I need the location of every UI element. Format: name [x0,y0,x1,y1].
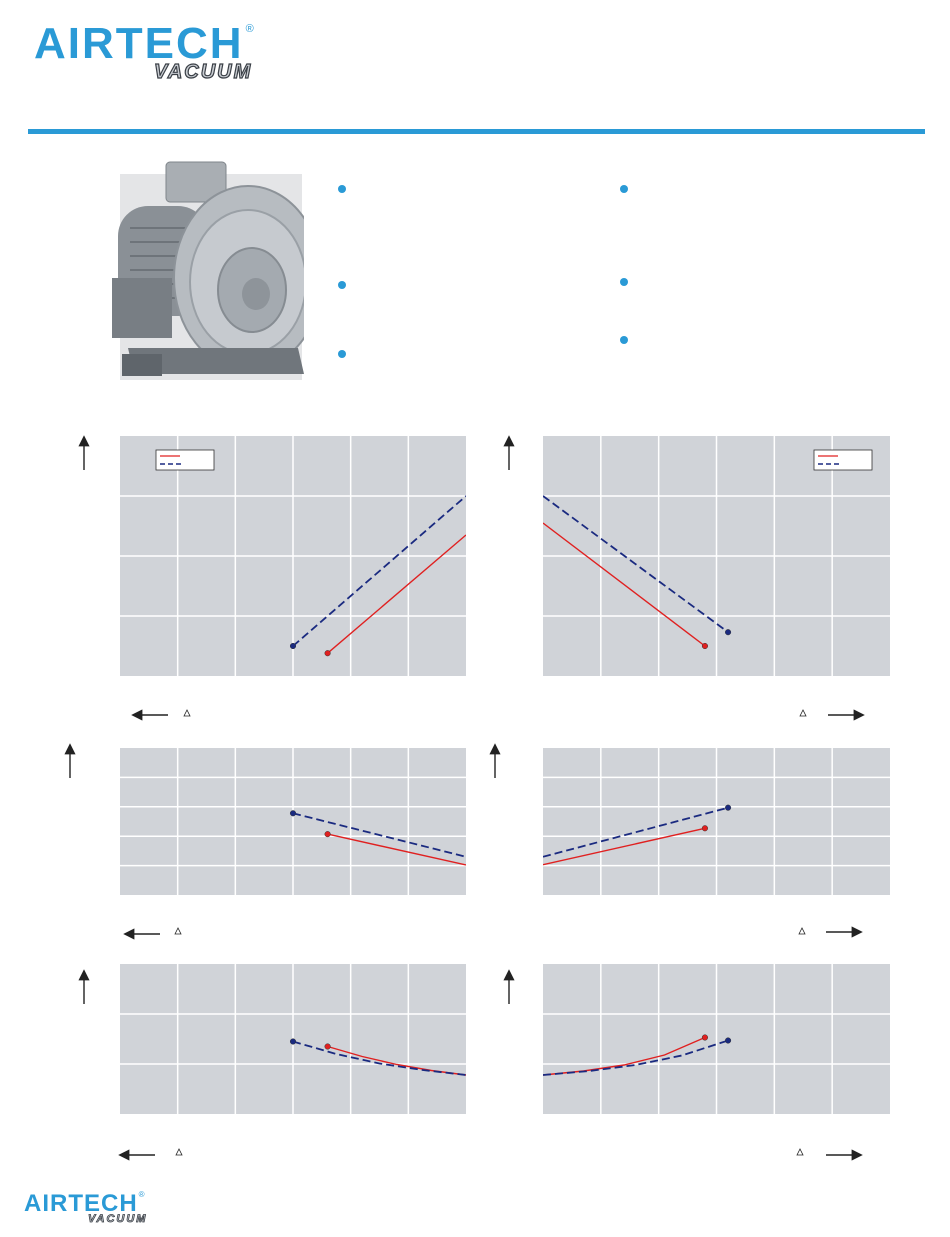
header-rule [28,129,925,134]
series-line-dashed [292,495,466,647]
vacuum-pump-photo [112,161,304,380]
delta-symbol [796,1148,804,1156]
series-line-solid [327,833,466,866]
feature-bullet-6 [620,336,628,344]
series-endpoint [725,804,732,811]
feature-bullet-4 [620,185,628,193]
chart-top-right [543,436,890,676]
series-line-dashed [292,1040,466,1076]
series-endpoint [725,629,732,636]
series-endpoint [701,1034,708,1041]
registered-mark: ® [245,23,254,35]
feature-bullet-2 [338,281,346,289]
chart-bottom-right [543,964,890,1114]
legend-box [813,449,873,471]
legend-box [155,449,215,471]
series-line-dashed [543,495,729,633]
series-line-solid [543,522,706,647]
series-line-dashed [543,806,729,858]
delta-symbol [799,709,807,717]
logo-subtitle: VACUUM [153,61,253,83]
footer-logo-wordmark: AIRTECH [24,1190,138,1217]
feature-bullet-5 [620,278,628,286]
series-endpoint [725,1037,732,1044]
series-endpoint [289,810,297,817]
chart-top-left [120,436,466,676]
footer-logo-subtitle: VACUUM [88,1213,148,1225]
footer-logo: AIRTECH® VACUUM [24,1190,148,1225]
footer-registered-mark: ® [138,1190,145,1199]
series-endpoint [289,1038,297,1045]
series-line-solid [327,1045,466,1076]
series-line-solid [543,827,706,866]
series-endpoint [324,1043,331,1050]
chart-middle-right [543,748,890,895]
series-line-solid [327,534,466,654]
feature-bullet-1 [338,185,346,193]
feature-bullet-3 [338,350,346,358]
delta-symbol [174,927,182,935]
logo-wordmark: AIRTECH [34,19,244,68]
chart-bottom-left [120,964,466,1114]
series-endpoint [701,825,708,832]
chart-middle-left [120,748,466,895]
series-endpoint [701,642,708,650]
series-endpoint [289,642,297,650]
series-endpoint [324,650,331,657]
delta-symbol [183,709,191,717]
series-line-dashed [543,1039,729,1076]
series-line-dashed [292,812,466,858]
header-logo: AIRTECH ® VACUUM [34,19,254,83]
delta-symbol [798,927,806,935]
series-endpoint [324,831,331,838]
delta-symbol [175,1148,183,1156]
